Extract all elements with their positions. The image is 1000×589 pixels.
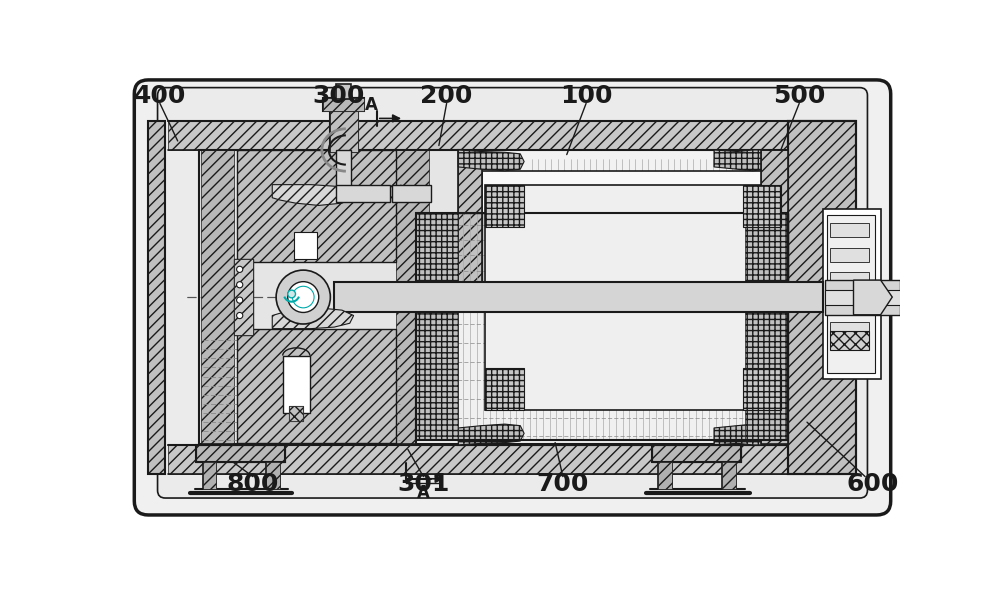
Bar	[743, 368, 781, 411]
Polygon shape	[458, 150, 524, 171]
Bar	[722, 462, 736, 489]
Circle shape	[237, 266, 243, 273]
Bar	[289, 406, 303, 421]
Circle shape	[276, 270, 330, 324]
Bar	[330, 98, 358, 151]
Circle shape	[288, 282, 319, 312]
Circle shape	[237, 297, 243, 303]
Bar	[745, 294, 788, 441]
Bar	[827, 216, 875, 372]
Text: 700: 700	[537, 472, 589, 497]
Polygon shape	[854, 280, 892, 315]
Bar	[148, 94, 877, 501]
Bar	[743, 184, 781, 227]
Text: 800: 800	[227, 472, 279, 497]
Bar	[788, 121, 856, 474]
Bar	[196, 445, 285, 462]
Text: 600: 600	[847, 472, 899, 497]
Bar	[788, 121, 856, 474]
Bar	[237, 150, 396, 262]
Bar	[825, 290, 910, 305]
Circle shape	[237, 282, 243, 288]
Bar	[658, 462, 672, 489]
Bar	[416, 213, 458, 294]
Bar	[822, 209, 881, 379]
Polygon shape	[272, 184, 354, 206]
Bar	[761, 150, 788, 444]
Circle shape	[288, 290, 296, 298]
Bar	[237, 150, 396, 262]
Bar	[416, 213, 788, 294]
FancyBboxPatch shape	[134, 80, 891, 515]
Text: 400: 400	[134, 84, 186, 108]
Text: 200: 200	[420, 84, 473, 108]
Bar	[202, 462, 216, 489]
Bar	[825, 280, 900, 315]
Text: 500: 500	[773, 84, 825, 108]
Text: A: A	[417, 484, 430, 502]
Bar	[458, 150, 788, 445]
Bar	[234, 259, 253, 335]
Bar	[830, 322, 869, 336]
Text: A: A	[365, 97, 378, 114]
Bar	[237, 329, 396, 442]
Bar	[196, 445, 285, 462]
Bar	[266, 462, 280, 489]
Bar	[334, 283, 822, 312]
Bar	[237, 329, 396, 442]
Bar	[416, 294, 458, 441]
Bar	[294, 233, 317, 259]
Bar	[336, 184, 390, 201]
Text: 301: 301	[397, 472, 450, 497]
Bar	[330, 98, 358, 151]
Bar	[323, 98, 364, 111]
Bar	[761, 150, 788, 444]
Bar	[830, 331, 869, 350]
Bar	[336, 150, 351, 188]
Bar	[830, 297, 869, 311]
Bar	[485, 368, 524, 411]
Bar	[416, 294, 788, 444]
Bar	[234, 259, 253, 335]
Circle shape	[237, 312, 243, 319]
Bar	[201, 150, 234, 444]
Polygon shape	[458, 424, 524, 445]
Bar	[652, 445, 741, 462]
Bar	[323, 98, 364, 111]
Bar	[202, 462, 216, 489]
Bar	[336, 84, 351, 99]
Bar	[283, 356, 310, 413]
Polygon shape	[148, 121, 165, 474]
Bar	[266, 462, 280, 489]
Bar	[652, 445, 741, 462]
Bar	[396, 150, 429, 444]
Bar	[722, 462, 736, 489]
Bar	[168, 445, 856, 474]
Bar	[830, 248, 869, 262]
Bar	[458, 150, 482, 444]
Bar	[485, 184, 524, 227]
Bar	[745, 213, 788, 294]
Bar	[482, 171, 784, 424]
Bar	[416, 213, 788, 441]
Polygon shape	[714, 150, 788, 171]
Bar	[199, 150, 462, 444]
Bar	[830, 223, 869, 237]
Bar	[658, 462, 672, 489]
Bar	[392, 184, 431, 201]
Bar	[168, 121, 856, 150]
FancyBboxPatch shape	[158, 88, 867, 498]
Polygon shape	[272, 308, 354, 329]
Text: 300: 300	[312, 84, 364, 108]
Bar	[830, 273, 869, 286]
Text: 100: 100	[560, 84, 612, 108]
Bar	[289, 406, 303, 421]
Bar	[485, 184, 781, 411]
Polygon shape	[714, 424, 788, 445]
Bar	[458, 150, 482, 444]
